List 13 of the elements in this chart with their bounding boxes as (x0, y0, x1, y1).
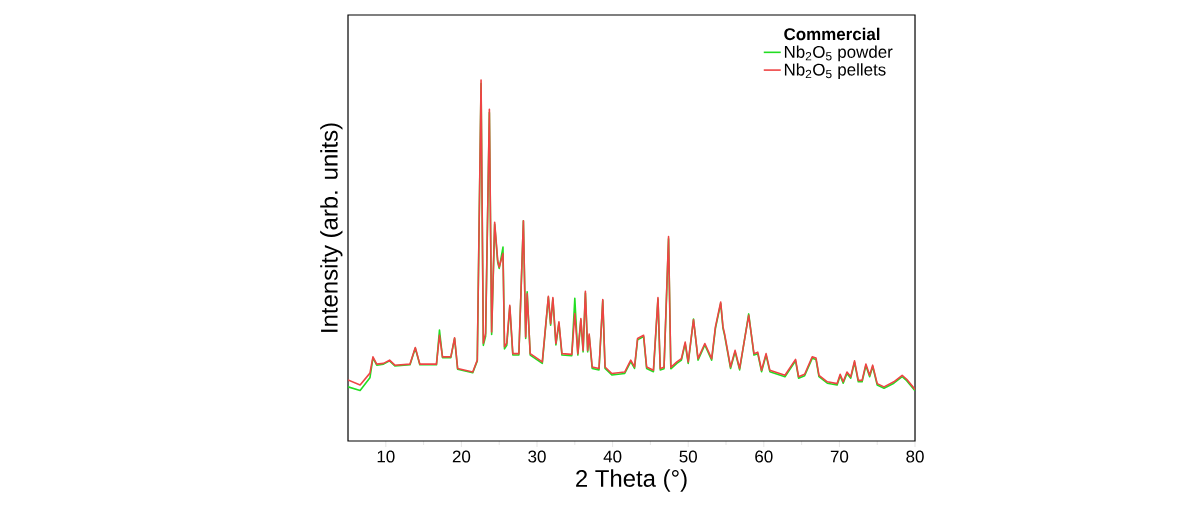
y-axis-title: Intensity (arb. units) (320, 123, 343, 332)
x-tick-label: 50 (679, 450, 697, 463)
x-tick-label: 60 (755, 450, 773, 463)
x-axis-title: 2 Theta (°) (576, 469, 687, 492)
x-tick-label: 40 (603, 450, 622, 463)
legend-label: Nb$_{2}$O$_{5}$ powder (784, 45, 893, 62)
x-tick-label: 30 (528, 450, 546, 463)
x-tick-label: 80 (906, 450, 924, 463)
legend-title: Commercial (784, 27, 880, 41)
x-tick-label: 20 (452, 450, 471, 463)
legend-label: Nb$_{2}$O$_{5}$ pellets (784, 63, 886, 79)
x-tick-label: 10 (377, 450, 395, 463)
x-tick-label: 70 (830, 450, 849, 463)
